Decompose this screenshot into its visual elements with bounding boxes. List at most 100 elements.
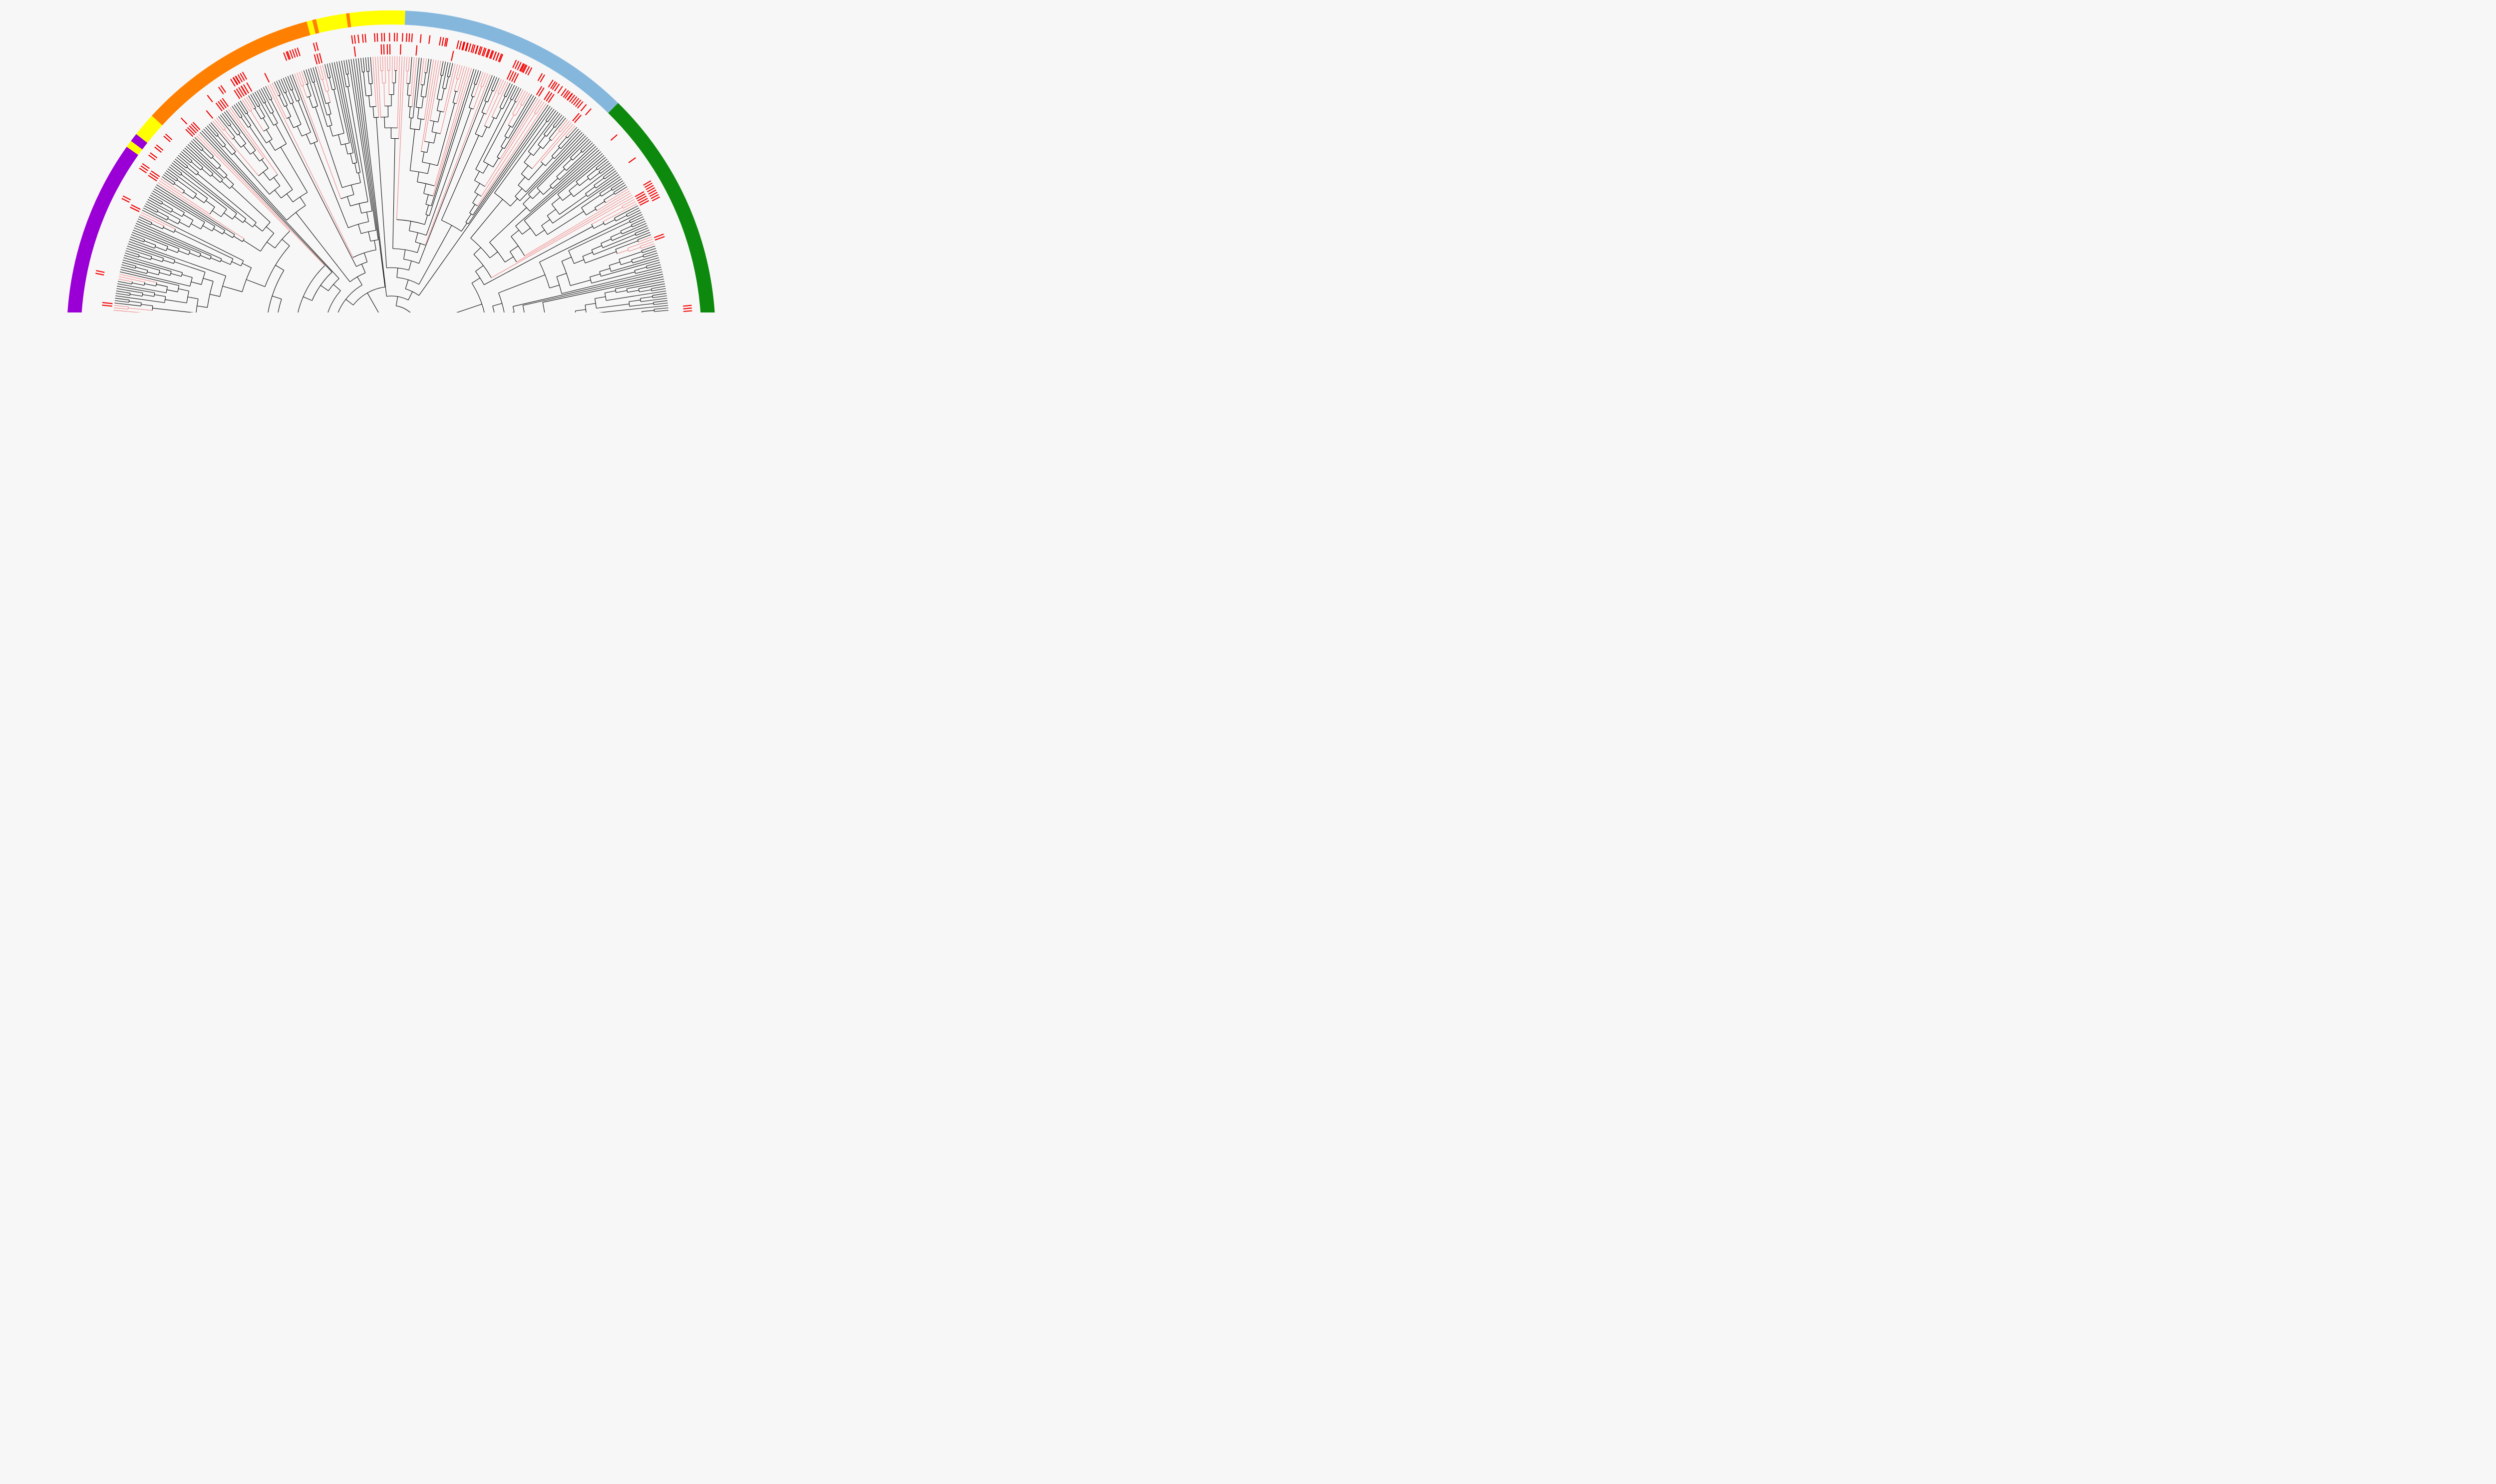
tree-branch: [225, 176, 234, 185]
tree-branch: [285, 92, 291, 104]
tree-branch: [272, 296, 282, 299]
tree-branch: [363, 72, 366, 96]
red-tick-outer: [563, 90, 569, 98]
tree-leaf-branch: [600, 164, 612, 174]
tree-leaf-branch: [382, 56, 383, 71]
red-tick-outer: [552, 82, 558, 90]
tree-leaf-branch: [614, 184, 626, 193]
tree-branch: [242, 263, 252, 268]
tree-leaf-branch: [523, 274, 663, 306]
red-tick-inner: [509, 71, 514, 81]
yellow-mid-arc: [315, 13, 348, 33]
tree-leaf-branch: [121, 264, 136, 269]
tree-leaf-branch: [635, 267, 661, 274]
tree-arc: [546, 120, 548, 122]
tree-leaf-branch: [409, 57, 412, 84]
tree-branch: [307, 84, 312, 96]
tree-branch: [274, 190, 282, 199]
tree-branch: [367, 71, 369, 84]
tree-branch: [213, 228, 223, 235]
tree-branch: [212, 210, 222, 217]
red-tick-outer: [456, 40, 459, 49]
tree-arc: [162, 226, 164, 229]
tree-arc: [291, 89, 294, 91]
tree-leaf-branch: [601, 260, 660, 277]
tree-branch: [263, 117, 270, 128]
tree-arc: [254, 107, 256, 109]
tree-branch: [201, 168, 211, 177]
tree-branch: [549, 285, 560, 289]
tree-leaf-branch: [506, 84, 513, 97]
tree-branch: [205, 200, 215, 208]
tree-arc: [614, 218, 617, 222]
tree-arc: [504, 136, 509, 139]
tree-branch: [407, 83, 409, 95]
tree-arc: [181, 273, 183, 277]
tree-leaf-branch: [484, 99, 541, 187]
tree-arc: [178, 220, 181, 224]
tree-branch: [585, 251, 617, 264]
tree-branch: [461, 223, 467, 232]
tree-arc: [337, 285, 362, 312]
tree-leaf-branch: [543, 276, 664, 303]
tree-leaf-branch: [510, 86, 517, 99]
tree-leaf-branch: [244, 98, 252, 111]
red-tick-outer: [353, 35, 356, 44]
tree-leaf-branch: [173, 160, 247, 219]
tree-branch: [315, 106, 342, 188]
tree-branch: [202, 225, 213, 232]
tree-branch: [170, 273, 182, 277]
tree-branch: [431, 121, 434, 132]
tree-branch: [144, 240, 156, 246]
red-tick-outer: [294, 48, 299, 57]
tree-leaf-branch: [147, 199, 171, 213]
tree-leaf-branch: [410, 57, 415, 96]
red-tick-outer: [499, 54, 504, 63]
tree-arc: [216, 134, 219, 137]
tree-branch: [241, 117, 249, 128]
red-tick-inner: [217, 101, 225, 110]
tree-branch: [511, 230, 519, 237]
yellow-left-arc: [136, 115, 163, 143]
tree-branch: [189, 253, 200, 258]
tree-branch: [202, 149, 212, 159]
tree-leaf-branch: [338, 61, 361, 173]
tree-leaf-branch: [308, 68, 313, 83]
red-tick-outer: [207, 95, 213, 103]
tree-leaf-branch: [143, 208, 167, 221]
tree-leaf-branch: [117, 281, 132, 285]
tree-leaf-branch: [222, 113, 231, 125]
tree-branch: [518, 177, 526, 186]
tree-leaf-branch: [623, 201, 636, 209]
tree-arc: [430, 120, 438, 123]
tree-branch: [528, 163, 544, 181]
tree-branch: [200, 255, 210, 260]
tree-branch: [376, 117, 387, 268]
tree-branch: [582, 252, 593, 257]
tree-leaf-branch: [431, 68, 474, 206]
tree-branch: [551, 131, 560, 141]
tree-leaf-branch: [128, 241, 226, 277]
tree-leaf-branch: [375, 56, 379, 118]
tree-branch: [547, 209, 556, 216]
tree-branch: [493, 158, 499, 167]
tree-branch: [187, 297, 199, 299]
tree-branch: [515, 104, 522, 116]
tree-branch: [203, 278, 214, 282]
tree-leaf-branch: [331, 62, 350, 143]
tree-arc: [392, 248, 418, 253]
tree-arc: [186, 166, 188, 168]
yellow-sliver-top: [307, 20, 316, 35]
yellow-top-arc: [349, 10, 405, 27]
tree-leaf-branch: [160, 178, 183, 194]
red-tick-outer: [405, 33, 407, 42]
tree-branch: [368, 232, 371, 242]
tree-branch: [151, 223, 163, 230]
tree-branch: [489, 252, 498, 259]
tree-branch: [417, 243, 421, 253]
red-tick-outer: [514, 60, 520, 69]
tree-leaf-branch: [261, 88, 274, 112]
red-tick-outer: [148, 154, 156, 161]
tree-leaf-branch: [549, 117, 566, 139]
tree-leaf-branch: [297, 72, 302, 86]
